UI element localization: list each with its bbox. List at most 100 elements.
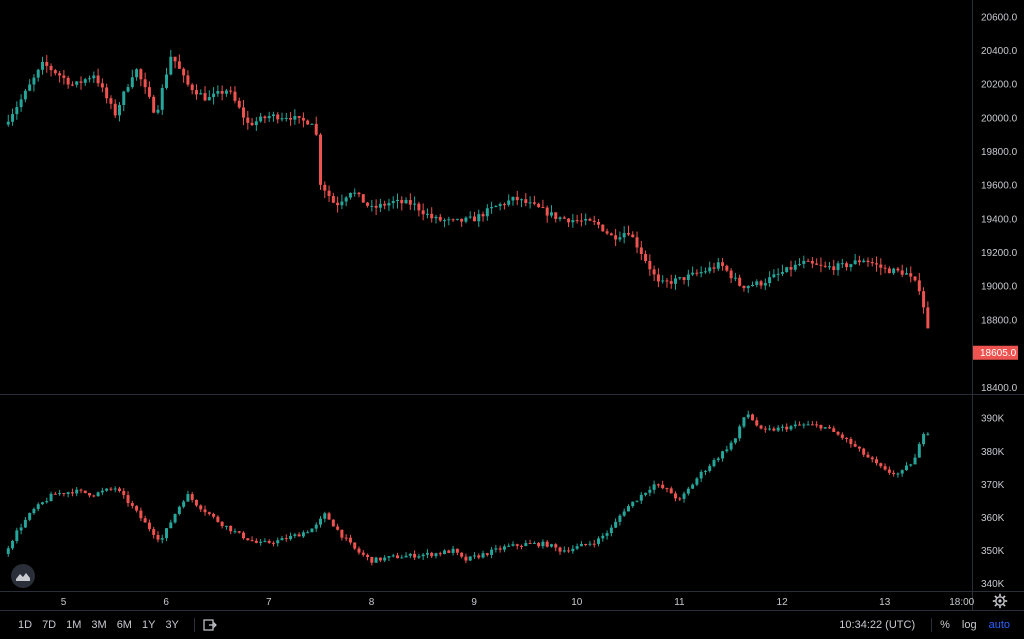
- percent-scale-button[interactable]: %: [940, 619, 950, 631]
- indicator-candle[interactable]: [541, 539, 545, 549]
- indicator-candle[interactable]: [609, 524, 613, 537]
- indicator-candle[interactable]: [297, 532, 301, 537]
- price-candle[interactable]: [815, 258, 819, 266]
- price-candle[interactable]: [674, 274, 678, 290]
- price-candle[interactable]: [738, 274, 742, 287]
- indicator-candle[interactable]: [357, 546, 361, 555]
- indicator-candle[interactable]: [314, 522, 318, 532]
- price-candle[interactable]: [507, 194, 511, 207]
- price-candle[interactable]: [836, 260, 840, 276]
- indicator-candle[interactable]: [53, 491, 57, 495]
- price-candle[interactable]: [340, 194, 344, 210]
- price-candle[interactable]: [267, 111, 271, 122]
- price-candle[interactable]: [644, 250, 648, 264]
- price-candle[interactable]: [853, 254, 857, 265]
- price-candle[interactable]: [810, 257, 814, 269]
- indicator-candle[interactable]: [160, 534, 164, 544]
- price-candle[interactable]: [887, 266, 891, 274]
- indicator-candle[interactable]: [751, 413, 754, 421]
- indicator-candle[interactable]: [327, 511, 331, 520]
- price-candle[interactable]: [909, 266, 913, 283]
- indicator-candle[interactable]: [447, 549, 451, 554]
- price-candle[interactable]: [729, 268, 733, 284]
- indicator-candle[interactable]: [331, 519, 335, 527]
- indicator-candle[interactable]: [100, 487, 104, 496]
- indicator-candle[interactable]: [186, 490, 190, 502]
- price-candle[interactable]: [186, 70, 190, 87]
- indicator-candle[interactable]: [900, 469, 904, 477]
- indicator-candle[interactable]: [515, 543, 519, 550]
- price-candle[interactable]: [357, 192, 361, 198]
- price-candle[interactable]: [314, 116, 318, 137]
- price-candle[interactable]: [66, 75, 70, 89]
- price-candle[interactable]: [11, 108, 15, 126]
- indicator-candle[interactable]: [220, 521, 224, 529]
- price-candle[interactable]: [49, 63, 53, 77]
- indicator-candle[interactable]: [755, 417, 759, 427]
- indicator-candle[interactable]: [28, 512, 32, 522]
- price-candle[interactable]: [793, 260, 797, 272]
- price-candle[interactable]: [19, 94, 23, 112]
- indicator-candle[interactable]: [644, 492, 648, 497]
- indicator-candle[interactable]: [772, 426, 776, 432]
- indicator-candle[interactable]: [588, 540, 592, 547]
- indicator-candle[interactable]: [528, 539, 532, 545]
- price-candle[interactable]: [276, 112, 280, 124]
- price-candle[interactable]: [502, 202, 506, 210]
- price-candle[interactable]: [695, 269, 699, 277]
- indicator-candle[interactable]: [661, 480, 665, 490]
- indicator-candle[interactable]: [395, 552, 399, 559]
- price-candle[interactable]: [609, 232, 613, 236]
- timeframe-3y-button[interactable]: 3Y: [165, 619, 179, 631]
- indicator-candle[interactable]: [532, 541, 536, 544]
- price-candle[interactable]: [733, 272, 737, 282]
- indicator-candle[interactable]: [250, 536, 254, 542]
- price-candle[interactable]: [584, 213, 588, 226]
- price-candle[interactable]: [845, 261, 849, 271]
- indicator-candle[interactable]: [738, 424, 742, 442]
- price-candle[interactable]: [545, 205, 549, 223]
- indicator-candle[interactable]: [926, 432, 930, 436]
- price-candle[interactable]: [160, 84, 164, 115]
- indicator-candle[interactable]: [618, 514, 622, 526]
- indicator-candle[interactable]: [83, 490, 87, 494]
- price-candle[interactable]: [626, 225, 630, 237]
- indicator-candle[interactable]: [289, 532, 293, 541]
- price-candle[interactable]: [789, 260, 793, 277]
- price-candle[interactable]: [827, 262, 831, 270]
- price-candle[interactable]: [892, 267, 896, 275]
- auto-scale-button[interactable]: auto: [988, 619, 1010, 631]
- price-candle[interactable]: [485, 204, 489, 221]
- indicator-candle[interactable]: [23, 516, 27, 529]
- indicator-candle[interactable]: [19, 523, 23, 535]
- indicator-candle[interactable]: [502, 544, 506, 553]
- price-candle[interactable]: [421, 203, 425, 221]
- indicator-candle[interactable]: [400, 554, 404, 559]
- price-candle[interactable]: [567, 217, 571, 228]
- indicator-candle[interactable]: [793, 420, 797, 429]
- indicator-candle[interactable]: [323, 511, 327, 523]
- indicator-candle[interactable]: [62, 492, 66, 497]
- indicator-candle[interactable]: [443, 549, 447, 555]
- indicator-candle[interactable]: [254, 538, 258, 544]
- price-candle[interactable]: [597, 218, 601, 229]
- indicator-candle[interactable]: [554, 543, 558, 552]
- indicator-candle[interactable]: [695, 477, 699, 487]
- indicator-candle[interactable]: [922, 432, 926, 447]
- indicator-candle[interactable]: [383, 555, 387, 563]
- price-candle[interactable]: [631, 231, 635, 238]
- indicator-candle[interactable]: [75, 487, 79, 497]
- indicator-candle[interactable]: [271, 541, 275, 547]
- price-candle[interactable]: [682, 277, 686, 285]
- indicator-candle[interactable]: [729, 440, 733, 452]
- price-candle[interactable]: [780, 264, 784, 277]
- price-candle[interactable]: [562, 215, 566, 220]
- indicator-candle[interactable]: [156, 531, 160, 543]
- price-candle[interactable]: [721, 257, 725, 271]
- indicator-candle[interactable]: [306, 530, 310, 534]
- price-candle[interactable]: [532, 195, 536, 206]
- indicator-candle[interactable]: [49, 491, 53, 502]
- indicator-candle[interactable]: [605, 530, 609, 540]
- price-candle[interactable]: [669, 274, 673, 289]
- timeframe-1m-button[interactable]: 1M: [66, 619, 82, 631]
